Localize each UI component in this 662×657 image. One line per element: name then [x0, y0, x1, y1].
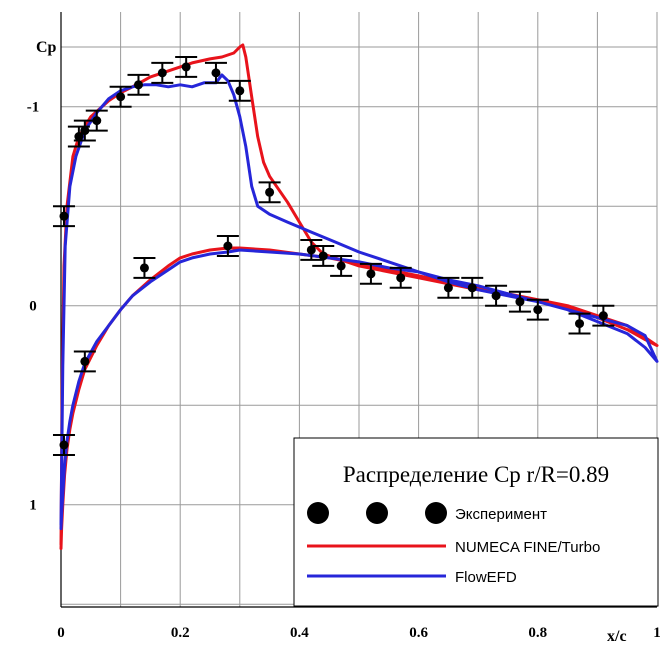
experiment-point [134, 80, 143, 89]
experiment-point [140, 263, 149, 272]
y-tick-label: -1 [27, 100, 40, 116]
x-axis-label: x/c [607, 628, 627, 645]
experiment-point [59, 212, 68, 221]
legend-experiment-dot [425, 502, 447, 524]
experiment-point [533, 305, 542, 314]
legend-title: Распределение Cp r/R=0.89 [343, 462, 609, 487]
legend: Распределение Cp r/R=0.89 Эксперимент NU… [294, 438, 658, 606]
x-tick-label: 0 [57, 625, 65, 641]
experiment-point [158, 68, 167, 77]
y-tick-label: 1 [29, 498, 37, 514]
x-tick-label: 0.4 [290, 625, 309, 641]
experiment-point [59, 441, 68, 450]
y-tick-label: 0 [29, 299, 37, 315]
x-tick-label: 0.8 [528, 625, 547, 641]
experiment-point [468, 283, 477, 292]
experiment-point [116, 92, 125, 101]
experiment-point [182, 62, 191, 71]
legend-label-experiment: Эксперимент [455, 506, 547, 523]
x-tick-label: 0.6 [409, 625, 428, 641]
experiment-point [235, 86, 244, 95]
legend-label-flowefd: FlowEFD [455, 569, 517, 586]
experiment-point [575, 319, 584, 328]
experiment-point [337, 261, 346, 270]
experiment-point [492, 291, 501, 300]
experiment-point [366, 269, 375, 278]
experiment-point [92, 116, 101, 125]
experiment-point [599, 311, 608, 320]
y-axis-label: Cp [36, 39, 57, 56]
experiment-point [211, 68, 220, 77]
experiment-point [515, 297, 524, 306]
legend-label-numeca: NUMECA FINE/Turbo [455, 539, 600, 556]
legend-experiment-dot [307, 502, 329, 524]
experiment-point [319, 251, 328, 260]
experiment-point [396, 273, 405, 282]
x-tick-label: 0.2 [171, 625, 190, 641]
experiment-point [265, 188, 274, 197]
experiment-point [80, 357, 89, 366]
experiment-point [444, 283, 453, 292]
legend-experiment-dot [366, 502, 388, 524]
x-tick-label: 1 [653, 625, 661, 641]
experiment-point [223, 242, 232, 251]
